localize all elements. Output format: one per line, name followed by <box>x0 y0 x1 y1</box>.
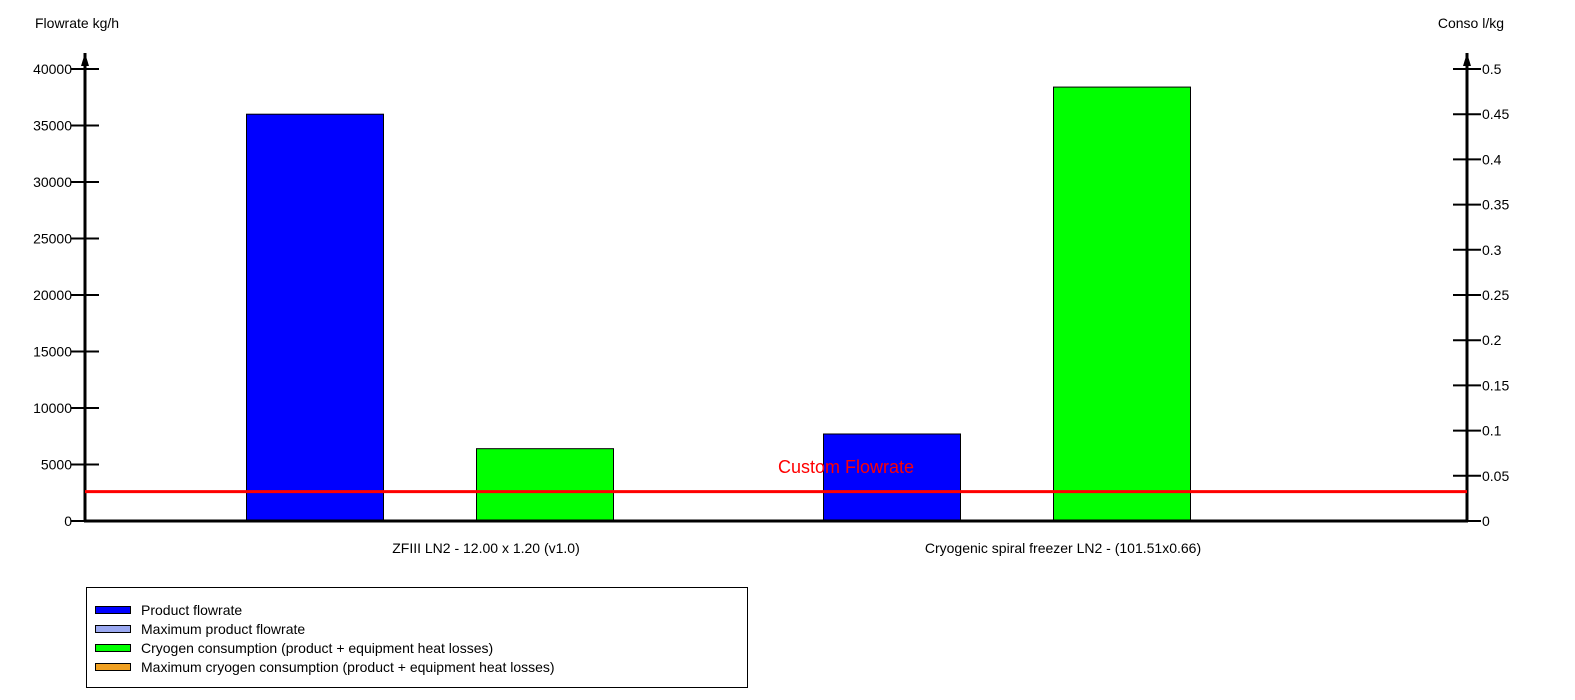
legend-item: Cryogen consumption (product + equipment… <box>95 638 747 657</box>
right-tick-label: 0.4 <box>1482 151 1502 167</box>
left-tick-label: 20000 <box>33 287 72 303</box>
category-label: ZFIII LN2 - 12.00 x 1.20 (v1.0) <box>392 540 580 556</box>
bar-cryogen-consumption-1 <box>1053 86 1191 522</box>
legend-swatch <box>95 624 131 633</box>
left-tick-label: 40000 <box>33 61 72 77</box>
bar-product-flowrate-1 <box>823 433 961 522</box>
legend-swatch <box>95 662 131 671</box>
left-tick-label: 25000 <box>33 231 72 247</box>
left-axis-arrow <box>81 53 89 66</box>
legend-swatch <box>95 643 131 652</box>
right-tick-label: 0 <box>1482 513 1490 529</box>
left-tick-label: 0 <box>64 513 72 529</box>
legend-label: Maximum cryogen consumption (product + e… <box>141 658 555 675</box>
legend-label: Cryogen consumption (product + equipment… <box>141 639 494 656</box>
bars-layer <box>246 86 1191 522</box>
bar-product-flowrate-0 <box>246 113 384 522</box>
right-axis-arrow <box>1463 53 1471 66</box>
right-tick-label: 0.2 <box>1482 332 1502 348</box>
right-tick-label: 0.05 <box>1482 468 1509 484</box>
right-tick-label: 0.15 <box>1482 377 1509 393</box>
category-label: Cryogenic spiral freezer LN2 - (101.51x0… <box>925 540 1201 556</box>
left-tick-label: 10000 <box>33 400 72 416</box>
right-tick-label: 0.45 <box>1482 106 1509 122</box>
legend: Product flowrate Maximum product flowrate… <box>86 587 748 688</box>
legend-swatch <box>95 605 131 614</box>
left-tick-label: 35000 <box>33 118 72 134</box>
category-labels-layer: ZFIII LN2 - 12.00 x 1.20 (v1.0) Cryogenic… <box>392 540 1201 556</box>
left-tick-label: 5000 <box>41 457 72 473</box>
right-tick-label: 0.25 <box>1482 287 1509 303</box>
axes-layer <box>81 53 1471 523</box>
legend-item: Maximum product flowrate <box>95 619 747 638</box>
right-tick-label: 0.35 <box>1482 197 1509 213</box>
bar-cryogen-consumption-0 <box>476 448 614 522</box>
legend-label: Maximum product flowrate <box>141 620 306 637</box>
right-axis-title: Conso l/kg <box>1438 15 1504 31</box>
right-tick-label: 0.1 <box>1482 423 1502 439</box>
reference-line-layer: Custom Flowrate <box>85 457 1467 494</box>
legend-item: Product flowrate <box>95 600 747 619</box>
right-tick-label: 0.3 <box>1482 242 1502 258</box>
ticks-layer: 0 5000 10000 15000 20000 25000 30000 35000 40000… <box>33 61 1509 529</box>
left-tick-label: 30000 <box>33 174 72 190</box>
custom-flowrate-label: Custom Flowrate <box>778 457 914 477</box>
right-tick-label: 0.5 <box>1482 61 1502 77</box>
left-tick-label: 15000 <box>33 344 72 360</box>
left-axis-title: Flowrate kg/h <box>35 15 119 31</box>
legend-item: Maximum cryogen consumption (product + e… <box>95 657 747 676</box>
legend-label: Product flowrate <box>141 601 243 618</box>
